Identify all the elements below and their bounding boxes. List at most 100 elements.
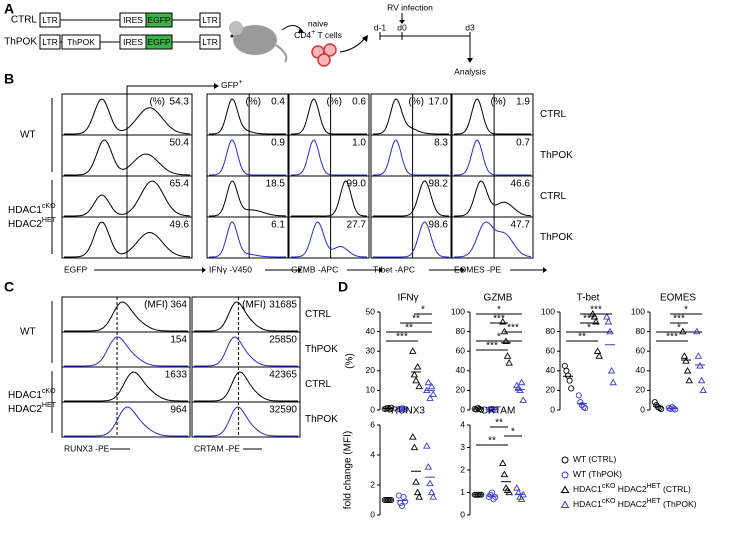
y-tick-label: 3 xyxy=(460,442,465,452)
percent-label: (%) xyxy=(149,97,165,108)
mfi-value: 964 xyxy=(170,405,187,416)
superscript: HET xyxy=(42,217,57,224)
percent-value: 8.3 xyxy=(434,138,448,149)
legend-marker xyxy=(561,471,569,479)
cells-label: CD4+ T cells xyxy=(294,29,342,40)
percent-value: 1.9 xyxy=(516,97,530,108)
legend-marker xyxy=(560,485,570,493)
data-point xyxy=(409,347,417,354)
data-point xyxy=(517,495,526,502)
y-tick-label: 20 xyxy=(366,365,376,375)
histogram-curve xyxy=(64,371,188,402)
data-point xyxy=(415,493,423,500)
mfi-value: 31685 xyxy=(269,300,297,311)
gate-arrow xyxy=(126,85,214,94)
data-point xyxy=(592,317,600,325)
plot-title: RUNX3 xyxy=(391,406,425,417)
percent-value: 46.6 xyxy=(511,179,531,190)
row-label: CTRL xyxy=(305,379,332,390)
data-point xyxy=(604,317,613,325)
data-point xyxy=(429,390,437,397)
data-point xyxy=(500,470,509,478)
histogram-curve xyxy=(64,301,188,332)
construct-part-label: EGFP xyxy=(147,15,170,25)
data-point xyxy=(478,406,485,413)
y-tick-label: 4 xyxy=(370,449,375,459)
significance-label: * xyxy=(587,323,591,334)
day-label: d0 xyxy=(397,22,407,32)
panel-label: B xyxy=(4,71,14,87)
y-tick-label: 2 xyxy=(460,464,465,474)
row-label: CTRL xyxy=(540,191,567,202)
y-tick-label: 40 xyxy=(546,365,556,375)
data-point xyxy=(682,357,690,364)
construct-part-label: LTR xyxy=(202,37,217,47)
y-tick-label: 0 xyxy=(460,509,465,519)
superscript: HET xyxy=(647,498,662,505)
group-label: HDAC2HET xyxy=(8,402,57,414)
significance-label: * xyxy=(677,323,681,334)
y-tick-label: 100 xyxy=(451,306,465,316)
y-tick-label: 60 xyxy=(546,345,556,355)
percent-value: 17.0 xyxy=(429,97,449,108)
mfi-value: 364 xyxy=(170,300,187,311)
cells-label: naive xyxy=(308,18,329,28)
superscript: cKO xyxy=(42,388,56,395)
text-segment: GFP xyxy=(221,80,239,90)
row-label: ThPOK xyxy=(305,344,338,355)
data-point xyxy=(654,404,662,411)
significance-label: ** xyxy=(405,323,413,334)
legend-marker xyxy=(560,500,570,508)
y-tick-label: 4 xyxy=(460,419,465,429)
histogram-curve xyxy=(64,406,188,437)
legend-label: HDAC1cKO HDAC2HET (ThPOK) xyxy=(573,498,697,509)
y-tick-label: 40 xyxy=(456,365,466,375)
y-tick-label: 10 xyxy=(366,385,376,395)
significance-label: ** xyxy=(412,314,420,325)
y-tick-label: 20 xyxy=(546,385,556,395)
significance-label: * xyxy=(511,427,515,438)
text-segment: HDAC1 xyxy=(8,205,42,216)
y-tick-label: 60 xyxy=(636,345,646,355)
axis-label: RUNX3 -PE xyxy=(64,443,110,453)
data-point xyxy=(656,404,663,412)
data-point xyxy=(693,327,701,335)
row-label: ThPOK xyxy=(540,232,573,243)
text-segment: (ThPOK) xyxy=(661,499,697,509)
superscript: + xyxy=(238,79,242,86)
data-point xyxy=(685,376,693,384)
day-label: d3 xyxy=(465,22,475,32)
data-point xyxy=(603,312,611,320)
y-tick-label: 0 xyxy=(370,509,375,519)
y-tick-label: 40 xyxy=(366,326,376,336)
superscript: HET xyxy=(42,402,57,409)
data-point xyxy=(415,382,423,390)
percent-value: 0.4 xyxy=(271,97,285,108)
percent-value: 50.4 xyxy=(170,138,190,149)
data-point xyxy=(519,396,527,403)
histogram-curve xyxy=(373,221,449,258)
text-segment: WT (ThPOK) xyxy=(573,469,622,479)
data-point xyxy=(672,406,679,413)
histogram-curve xyxy=(194,406,298,437)
text-segment: HDAC2 xyxy=(8,404,42,415)
percent-value: 98.2 xyxy=(429,179,449,190)
percent-value: 54.3 xyxy=(170,97,190,108)
y-tick-label: 20 xyxy=(636,385,646,395)
legend-label: WT (ThPOK) xyxy=(573,469,622,479)
data-point xyxy=(413,362,422,370)
data-point xyxy=(505,359,513,366)
arrowhead xyxy=(298,28,304,33)
mfi-value: 25850 xyxy=(269,335,297,346)
histogram-curve xyxy=(64,180,191,217)
significance-label: *** xyxy=(486,341,498,352)
data-point xyxy=(694,352,703,359)
plot-title: GZMB xyxy=(484,293,513,304)
data-point xyxy=(499,459,507,466)
arrow xyxy=(339,37,366,53)
mfi-value: 42365 xyxy=(269,370,297,381)
axis-label: EOMES -PE xyxy=(454,264,502,274)
percent-value: 0.7 xyxy=(516,138,530,149)
text-segment: HDAC1 xyxy=(573,484,602,494)
construct-part xyxy=(199,12,221,28)
